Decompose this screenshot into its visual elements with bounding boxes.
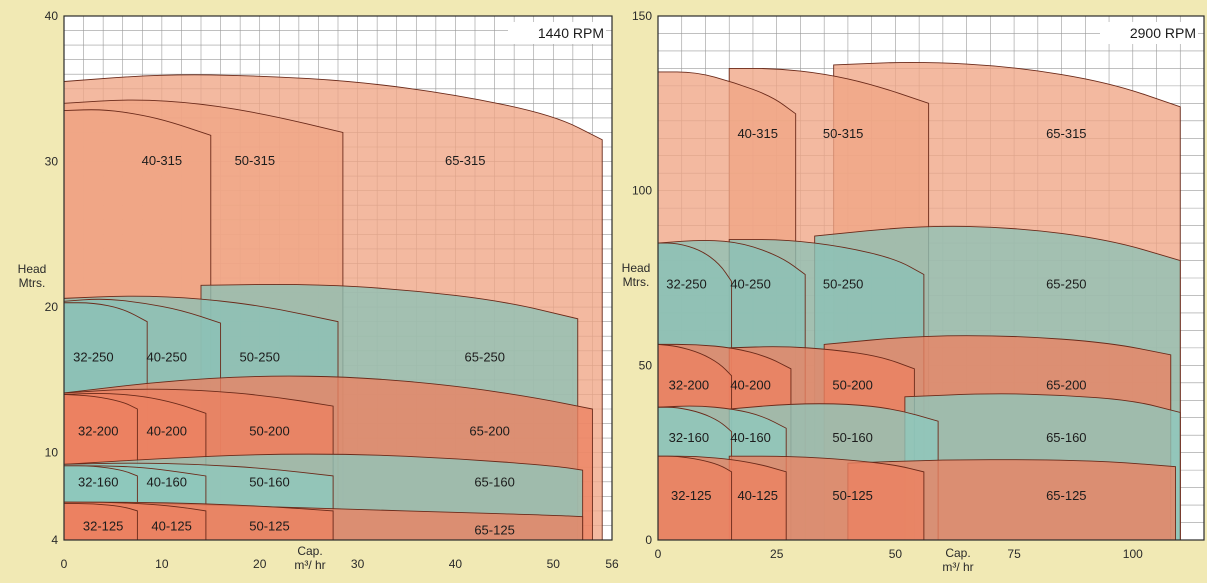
x-tick-label: 10: [155, 557, 169, 571]
zone-label: 50-160: [249, 475, 289, 490]
zone-label: 32-250: [666, 276, 706, 291]
x-tick-label: 20: [253, 557, 267, 571]
chart-title: 2900 RPM: [1130, 25, 1196, 41]
zone-label: 50-125: [832, 488, 872, 503]
y-tick-label: 150: [632, 9, 652, 23]
zone-label: 32-125: [671, 488, 711, 503]
y-tick-label: 30: [45, 155, 59, 169]
zone-label: 65-125: [474, 523, 514, 538]
y-tick-label: 100: [632, 184, 652, 198]
title-box: [1100, 22, 1198, 44]
zone-label: 32-160: [78, 475, 118, 490]
zone-label: 50-200: [249, 424, 289, 439]
zone-label: 32-200: [78, 424, 118, 439]
zone-label: 65-315: [1046, 126, 1086, 141]
zone-label: 65-250: [465, 349, 505, 364]
zone-label: 65-160: [1046, 430, 1086, 445]
x-tick-label: 56: [605, 557, 619, 571]
zone-label: 65-315: [445, 153, 485, 168]
zone-labels: 40-315 50-315 65-315 32-250 40-250 50-250 65-2…: [73, 153, 515, 538]
series-region-65-125: [847, 459, 1176, 540]
x-axis-label-line1: Cap.: [945, 546, 970, 560]
series-regions: [658, 62, 1181, 540]
series-region-32-125: [64, 503, 138, 540]
zone-label: 40-315: [737, 126, 777, 141]
zone-label: 50-315: [823, 126, 863, 141]
zone-label: 50-200: [832, 378, 872, 393]
x-tick-label: 50: [889, 547, 903, 561]
zone-label: 32-250: [73, 349, 113, 364]
zone-label: 40-200: [730, 378, 770, 393]
plot-frame: [63, 15, 613, 541]
zone-label: 40-315: [142, 153, 182, 168]
y-tick-label: 4: [51, 533, 58, 547]
zone-label: 40-125: [151, 518, 191, 533]
y-tick-label: 50: [639, 358, 653, 372]
zone-label: 65-250: [1046, 276, 1086, 291]
title-box: [508, 22, 606, 44]
chart-panel-0: 40-315 50-315 65-315 32-250 40-250 50-250 65-2…: [18, 9, 619, 572]
zone-label: 50-315: [235, 153, 275, 168]
y-tick-label: 0: [645, 533, 652, 547]
zone-label: 40-250: [147, 349, 187, 364]
y-axis-label-line1: Head: [18, 262, 47, 276]
zone-labels: 40-315 50-315 65-315 32-250 40-250 50-250 65-2…: [666, 126, 1086, 503]
x-axis-label-line2: m³/ hr: [294, 558, 325, 572]
zone-label: 32-125: [83, 518, 123, 533]
series-region-32-125: [658, 455, 733, 540]
x-tick-label: 0: [61, 557, 68, 571]
x-tick-label: 0: [655, 547, 662, 561]
chart-panel-1: 40-315 50-315 65-315 32-250 40-250 50-250 65-2…: [622, 9, 1205, 574]
x-axis-label-line1: Cap.: [297, 544, 322, 558]
series-regions: [64, 74, 603, 540]
x-tick-label: 40: [449, 557, 463, 571]
zone-label: 50-250: [823, 276, 863, 291]
y-tick-label: 20: [45, 300, 59, 314]
zone-label: 40-160: [147, 475, 187, 490]
x-tick-label: 75: [1007, 547, 1021, 561]
zone-label: 40-160: [730, 430, 770, 445]
x-tick-label: 30: [351, 557, 365, 571]
x-tick-label: 50: [547, 557, 561, 571]
zone-label: 65-200: [1046, 378, 1086, 393]
y-tick-label: 40: [45, 9, 59, 23]
plot-frame: [657, 15, 1205, 541]
zone-label: 50-160: [832, 430, 872, 445]
x-tick-label: 100: [1123, 547, 1143, 561]
zone-label: 50-125: [249, 518, 289, 533]
zone-label: 32-160: [669, 430, 709, 445]
zone-label: 50-250: [239, 349, 279, 364]
y-axis-label-line2: Mtrs.: [19, 276, 46, 290]
x-axis-label-line2: m³/ hr: [942, 560, 973, 574]
y-tick-label: 10: [45, 446, 59, 460]
zone-label: 65-125: [1046, 488, 1086, 503]
y-axis-label-line1: Head: [622, 261, 651, 275]
zone-label: 40-200: [147, 424, 187, 439]
x-tick-label: 25: [770, 547, 784, 561]
zone-label: 65-200: [469, 424, 509, 439]
zone-label: 32-200: [669, 378, 709, 393]
zone-label: 40-250: [730, 276, 770, 291]
y-axis-label-line2: Mtrs.: [623, 275, 650, 289]
zone-label: 65-160: [474, 475, 514, 490]
chart-title: 1440 RPM: [538, 25, 604, 41]
zone-label: 40-125: [737, 488, 777, 503]
